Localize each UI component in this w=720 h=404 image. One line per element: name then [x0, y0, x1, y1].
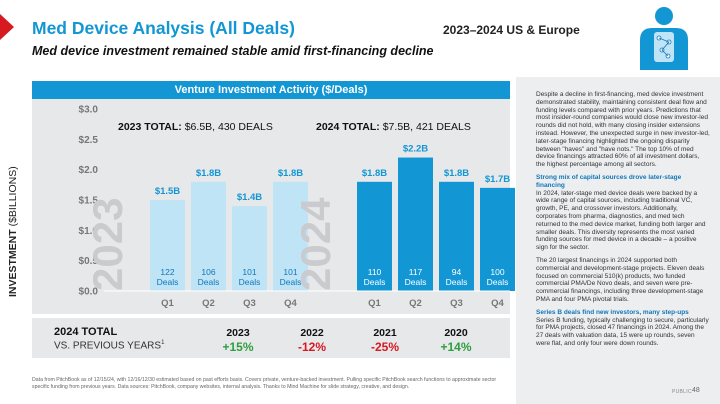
page-title: Med Device Analysis (All Deals) [32, 18, 295, 38]
x-tick-label: Q2 [409, 298, 422, 309]
deal-word: Deals [487, 277, 509, 287]
sidebar-heading: Strong mix of capital sources drove late… [536, 173, 682, 189]
value-label: $1.8B [278, 168, 303, 179]
bar [273, 181, 308, 291]
deal-word: Deals [198, 277, 220, 287]
y-tick-label: $1.5 [79, 196, 99, 207]
bar [398, 157, 433, 291]
y-tick-label: $3.0 [79, 105, 99, 116]
deal-word: Deals [405, 277, 427, 287]
year-watermark: 2023 [84, 198, 131, 291]
value-label: $1.8B [444, 168, 469, 179]
deal-count: 106 [201, 267, 215, 277]
comparison-value: -12% [297, 340, 326, 354]
total-2024: 2024 TOTAL: $7.5B, 421 DEALS [316, 121, 471, 133]
page-subtitle: Med device investment remained stable am… [32, 44, 434, 58]
value-label: $1.8B [196, 168, 221, 179]
footnote: Data from PitchBook as of 12/15/24, with… [32, 377, 497, 390]
x-tick-label: Q4 [284, 298, 297, 309]
classification-label: PUBLIC [672, 389, 692, 395]
deal-count: 110 [368, 267, 382, 277]
comparison-year: 2023 [226, 327, 250, 339]
sidebar-text: Despite a decline in first-financing, me… [536, 91, 710, 353]
value-label: $1.5B [155, 186, 180, 197]
comparison-panel [32, 318, 510, 358]
deal-count: 117 [409, 267, 423, 277]
comparison-value: +14% [440, 340, 472, 354]
comparison-year: 2020 [444, 327, 468, 339]
deal-word: Deals [446, 277, 468, 287]
bar [480, 187, 515, 291]
x-tick-label: Q1 [368, 298, 381, 309]
chart-header: Venture Investment Activity ($/Deals) [32, 81, 510, 99]
bar [191, 181, 226, 291]
bar [232, 206, 267, 291]
y-tick-label: $2.0 [79, 165, 99, 176]
sidebar-paragraph: The 20 largest financings in 2024 suppor… [536, 256, 705, 303]
comparison-label: 2024 TOTAL [54, 326, 118, 338]
deal-count: 94 [452, 267, 462, 277]
x-tick-label: Q3 [450, 298, 463, 309]
sidebar [516, 77, 720, 404]
deal-word: Deals [280, 277, 302, 287]
value-label: $1.7B [485, 174, 510, 185]
sidebar-paragraph: Series B funding, typically challenging … [536, 316, 709, 347]
bar [357, 181, 392, 291]
sidebar-paragraph: Despite a decline in first-financing, me… [536, 91, 710, 169]
comparison-year: 2021 [373, 327, 397, 339]
bar [150, 200, 185, 291]
y-tick-label: $0.0 [79, 287, 99, 298]
comparison-year: 2022 [300, 327, 324, 339]
region-label: 2023–2024 US & Europe [443, 23, 580, 37]
x-tick-label: Q4 [491, 298, 504, 309]
deal-count: 122 [160, 267, 174, 277]
x-tick-label: Q1 [161, 298, 174, 309]
comparison-value: -25% [370, 340, 399, 354]
deal-word: Deals [157, 277, 179, 287]
total-2023: 2023 TOTAL: $6.5B, 430 DEALS [118, 121, 273, 133]
value-label: $1.4B [237, 192, 262, 203]
sidebar-paragraph: In 2024, later-stage med device deals we… [536, 189, 706, 252]
bar [439, 181, 474, 291]
sidebar-heading: Series B deals find new investors, many … [536, 308, 689, 316]
y-tick-label: $0.5 [79, 256, 99, 267]
deal-count: 101 [283, 267, 297, 277]
deal-count: 100 [490, 267, 504, 277]
deal-count: 101 [242, 267, 256, 277]
y-tick-label: $1.0 [79, 226, 99, 237]
page-number: 48 [692, 387, 700, 394]
value-label: $2.2B [403, 144, 428, 155]
value-label: $1.8B [362, 168, 387, 179]
x-tick-label: Q3 [243, 298, 256, 309]
x-tick-label: Q2 [202, 298, 215, 309]
comparison-value: +15% [222, 340, 254, 354]
year-watermark: 2024 [292, 197, 339, 291]
section-marker [0, 14, 14, 40]
deal-word: Deals [239, 277, 261, 287]
person-medical-icon [640, 7, 688, 70]
y-tick-label: $2.5 [79, 135, 99, 146]
deal-word: Deals [364, 277, 386, 287]
comparison-sublabel: VS. PREVIOUS YEARS1 [54, 340, 165, 352]
